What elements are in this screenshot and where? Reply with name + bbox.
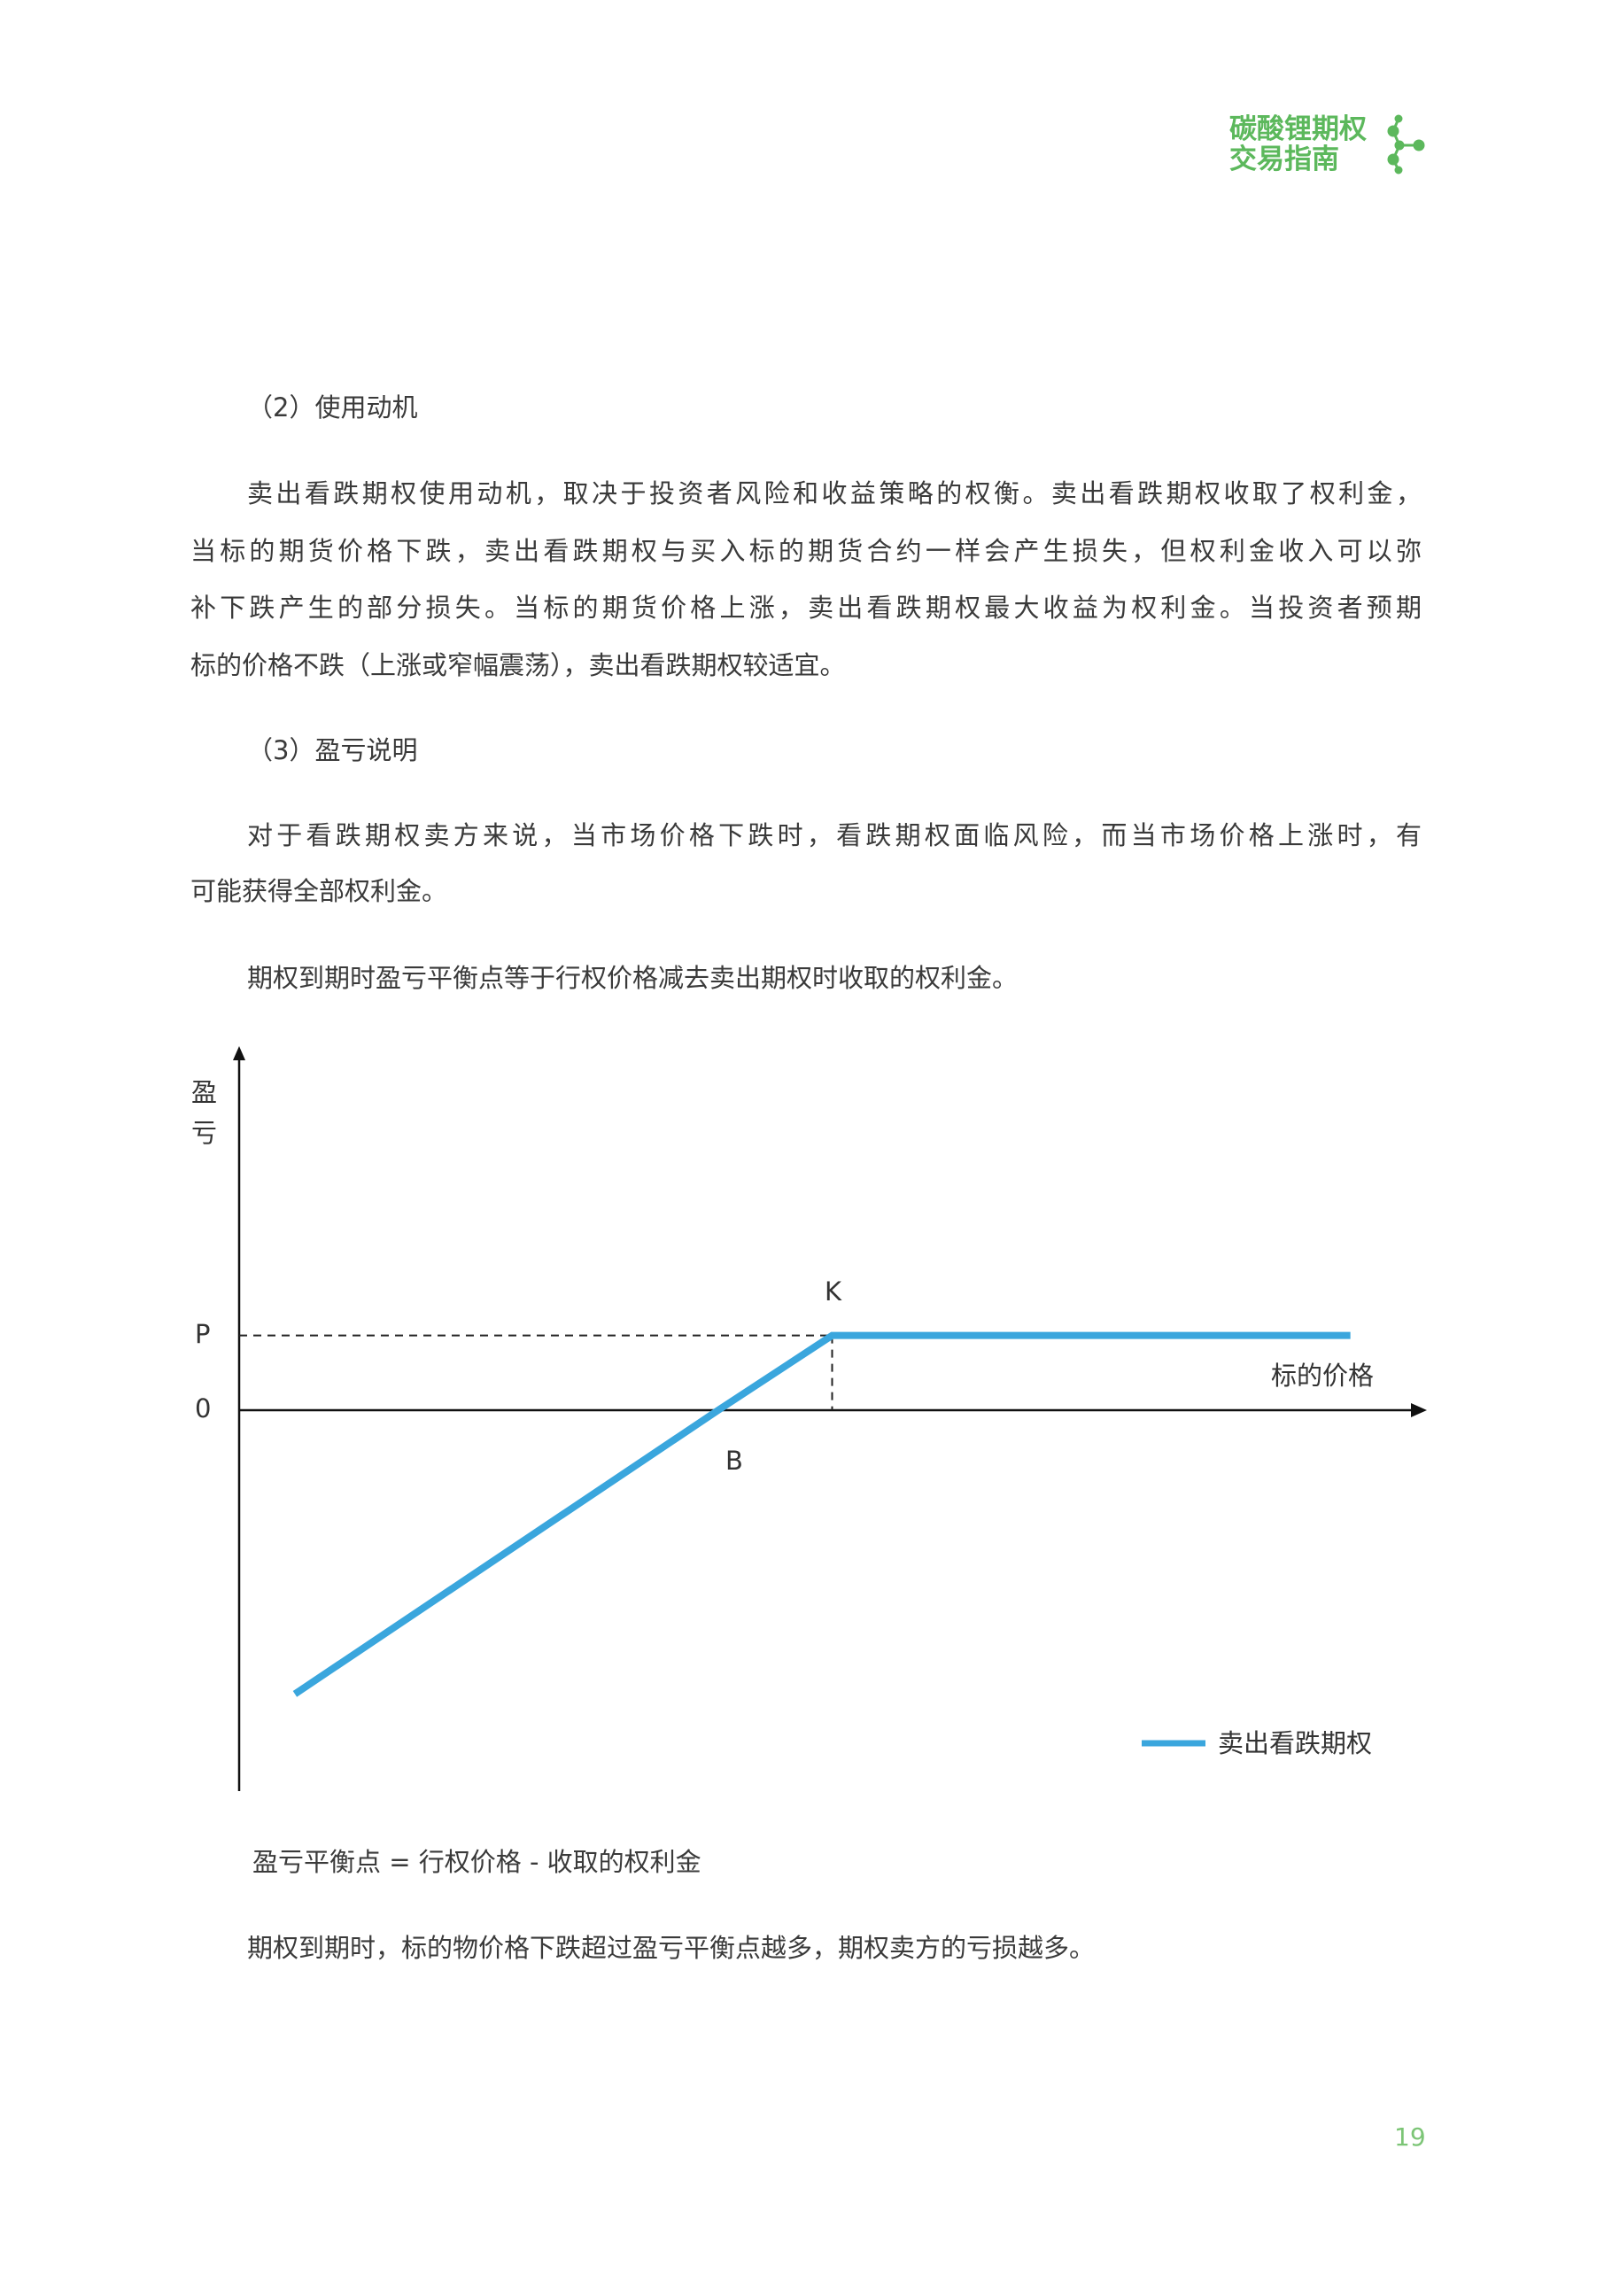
point-label-b: B bbox=[725, 1446, 743, 1476]
page-number: 19 bbox=[1394, 2122, 1426, 2152]
motivation-heading: （2）使用动机 bbox=[247, 392, 418, 423]
motivation-line: 补下跌产生的部分损失。当标的期货价格上涨，卖出看跌期权最大收益为权利金。当投资者… bbox=[190, 593, 1422, 623]
pnl-heading: （3）盈亏说明 bbox=[247, 735, 418, 765]
logo-title-line1: 碳酸锂期权 bbox=[1229, 113, 1367, 145]
x-axis-label: 标的价格 bbox=[1271, 1361, 1375, 1391]
logo-title-line2: 交易指南 bbox=[1229, 144, 1339, 175]
payoff-chart bbox=[233, 1046, 1427, 1791]
pnl-line: 可能获得全部权利金。 bbox=[190, 876, 448, 906]
conclusion-text: 期权到期时，标的物价格下跌超过盈亏平衡点越多，期权卖方的亏损越多。 bbox=[247, 1933, 1096, 1963]
point-label-k: K bbox=[825, 1276, 842, 1307]
breakeven-formula: 盈亏平衡点 = 行权价格 - 收取的权利金 bbox=[252, 1847, 701, 1877]
y-axis-label-char1: 盈 bbox=[191, 1077, 218, 1107]
y-axis-arrow bbox=[233, 1046, 245, 1060]
y-tick-zero: 0 bbox=[195, 1393, 212, 1423]
pnl-line: 对于看跌期权卖方来说，当市场价格下跌时，看跌期权面临风险，而当市场价格上涨时，有 bbox=[247, 820, 1422, 850]
breakeven-text: 期权到期时盈亏平衡点等于行权价格减去卖出期权时收取的权利金。 bbox=[247, 963, 1019, 993]
series-line-sell-put bbox=[292, 1331, 1351, 1697]
legend-label: 卖出看跌期权 bbox=[1218, 1728, 1373, 1758]
motivation-line: 标的价格不跌（上涨或窄幅震荡），卖出看跌期权较适宜。 bbox=[190, 650, 846, 680]
molecule-icon bbox=[1387, 114, 1425, 175]
motivation-line: 当标的期货价格下跌，卖出看跌期权与买入标的期货合约一样会产生损失，但权利金收入可… bbox=[190, 536, 1422, 566]
y-tick-p: P bbox=[195, 1319, 211, 1349]
y-axis-label-char2: 亏 bbox=[191, 1118, 218, 1148]
x-axis-arrow bbox=[1411, 1402, 1427, 1417]
motivation-line: 卖出看跌期权使用动机，取决于投资者风险和收益策略的权衡。卖出看跌期权收取了权利金… bbox=[247, 478, 1422, 508]
